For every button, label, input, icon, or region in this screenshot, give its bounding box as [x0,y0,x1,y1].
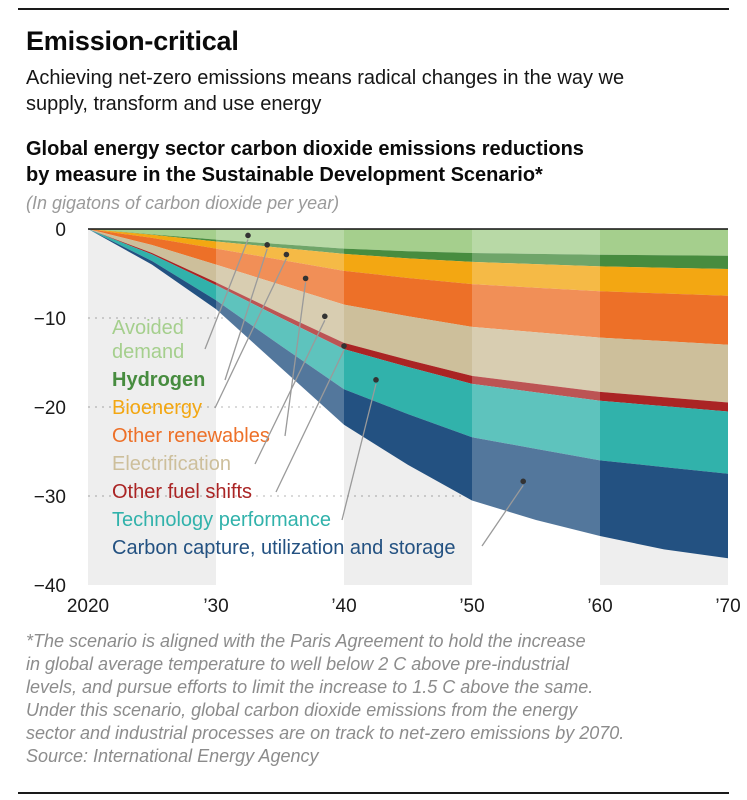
x-tick-label: ’70 [715,596,740,617]
x-tick-label: ’60 [587,596,612,617]
bottom-rule [18,792,729,794]
legend-label-avoided-demand: demand [112,341,184,363]
area-hydrogen [88,228,728,269]
leader-dot-technology-performance [373,376,379,383]
legend-label-ccus: Carbon capture, utilization and storage [112,537,456,559]
x-tick-label: 2020 [67,596,109,617]
leader-line-other-renewables [284,282,307,436]
y-tick-label: 0 [55,220,66,241]
leader-dot-ccus [520,478,526,484]
footnote-line: levels, and pursue efforts to limit the … [26,676,594,697]
chart-title: Global energy sector carbon dioxide emis… [26,137,584,186]
legend-label-electrification: Electrification [112,453,231,475]
chart-unit-note: (In gigatons of carbon dioxide per year) [26,192,340,213]
leader-line-ccus [481,484,524,547]
footnote: *The scenario is aligned with the Paris … [26,630,721,768]
source-line: Source: International Energy Agency [26,745,319,766]
leader-dot-electrification [322,313,328,319]
leader-line-hydrogen [224,248,268,380]
subtitle: Achieving net-zero emissions means radic… [26,67,625,116]
x-tick-label: ’30 [203,596,228,617]
x-tick-label: ’50 [459,596,484,617]
leader-line-avoided-demand [204,238,249,350]
legend-label-other-renewables: Other renewables [112,425,270,447]
legend-label-bioenergy: Bioenergy [112,397,202,419]
legend-label-hydrogen: Hydrogen [112,369,205,391]
top-rule [18,8,729,10]
decade-overlay [216,228,344,585]
leader-dot-other-fuel-shifts [341,343,347,349]
leader-dot-avoided-demand [245,232,251,239]
leader-line-technology-performance [341,383,377,520]
y-tick-label: −30 [34,487,66,508]
legend-label-other-fuel-shifts: Other fuel shifts [112,481,252,503]
headline: Emission-critical [26,26,239,56]
footnote-line: in global average temperature to well be… [26,653,570,674]
y-tick-label: −10 [34,309,66,330]
footnote-line: sector and industrial processes are on t… [26,722,625,743]
footnote-line: Under this scenario, global carbon dioxi… [26,699,578,720]
y-tick-label: −20 [34,398,66,419]
legend-label-technology-performance: Technology performance [112,509,331,531]
leader-line-electrification [254,319,326,465]
leader-line-bioenergy [214,258,287,409]
x-tick-label: ’40 [331,596,356,617]
decade-overlay [472,228,600,585]
legend-label-avoided-demand: Avoided [112,317,184,339]
footnote-line: *The scenario is aligned with the Paris … [26,630,586,651]
area-technology-performance [88,228,728,474]
y-tick-label: −40 [34,576,66,597]
area-ccus [88,228,728,559]
leader-dot-other-renewables [302,275,309,281]
leader-dot-bioenergy [283,251,290,258]
leader-line-other-fuel-shifts [275,349,345,493]
area-bioenergy [88,228,728,296]
area-other-renewables [88,228,728,345]
leader-dot-hydrogen [264,241,271,248]
area-electrification [88,228,728,403]
